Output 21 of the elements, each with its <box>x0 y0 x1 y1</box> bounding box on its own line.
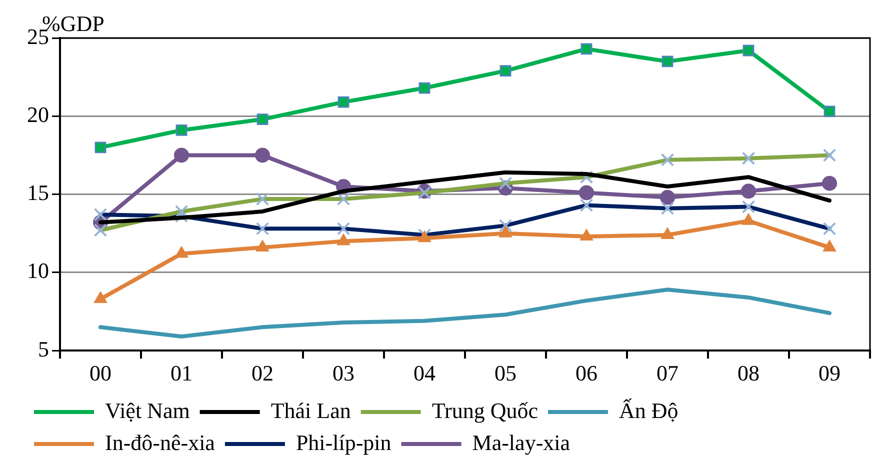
legend-label: Phi-líp-pin <box>296 430 392 455</box>
legend-label: In-đô-nê-xia <box>105 430 216 455</box>
x-tick-label: 04 <box>414 360 436 386</box>
x-tick-label: 01 <box>170 360 192 386</box>
y-tick-label: 20 <box>27 102 49 127</box>
x-tick-label: 02 <box>252 360 274 386</box>
x-tick-label: 05 <box>494 360 516 386</box>
legend-label: Ma-lay-xia <box>472 430 570 455</box>
x-tick-label: 08 <box>738 360 760 386</box>
y-tick-label: 5 <box>38 336 49 362</box>
legend-label: Thái Lan <box>270 398 351 423</box>
y-tick-label: 10 <box>27 258 49 284</box>
legend-label: Ấn Độ <box>618 398 678 423</box>
x-tick-label: 07 <box>656 360 678 386</box>
y-tick-label: 15 <box>27 180 49 206</box>
legend-label: Việt Nam <box>105 398 190 423</box>
x-tick-label: 09 <box>818 360 840 386</box>
x-tick-label: 06 <box>576 360 598 386</box>
legend-label: Trung Quốc <box>432 398 538 423</box>
x-tick-label: 00 <box>90 360 112 386</box>
x-tick-label: 03 <box>332 360 354 386</box>
